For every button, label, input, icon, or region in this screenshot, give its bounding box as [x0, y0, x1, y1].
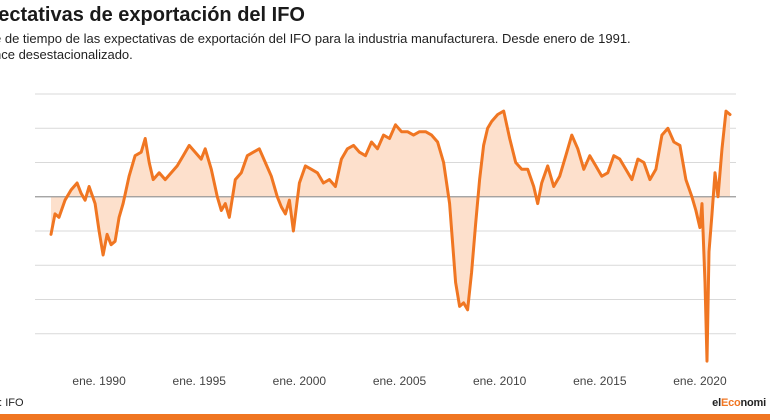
- x-tick-label: ene. 2015: [573, 374, 627, 388]
- publisher-logo: elEconomi: [712, 397, 766, 409]
- x-tick-label: ene. 2020: [673, 374, 727, 388]
- bottom-accent-bar: [0, 414, 770, 420]
- logo-text-nomi: nomi: [740, 397, 767, 409]
- logo-text-eco: Eco: [720, 397, 741, 409]
- x-tick-label: ene. 2010: [473, 374, 527, 388]
- chart-subtitle: e de tiempo de las expectativas de expor…: [0, 31, 631, 63]
- series-area-fill: [51, 111, 730, 362]
- x-tick-label: ene. 2000: [273, 374, 327, 388]
- source-note: e: IFO: [0, 397, 24, 409]
- x-tick-label: ene. 2005: [373, 374, 427, 388]
- logo-text-el: el: [712, 397, 721, 409]
- x-tick-label: ene. 1990: [72, 374, 126, 388]
- subtitle-line-1: e de tiempo de las expectativas de expor…: [0, 31, 631, 46]
- x-tick-label: ene. 1995: [173, 374, 227, 388]
- series-line: [49, 109, 732, 363]
- chart-title: pectativas de exportación del IFO: [0, 4, 305, 26]
- subtitle-line-2: nce desestacionalizado.: [0, 47, 133, 62]
